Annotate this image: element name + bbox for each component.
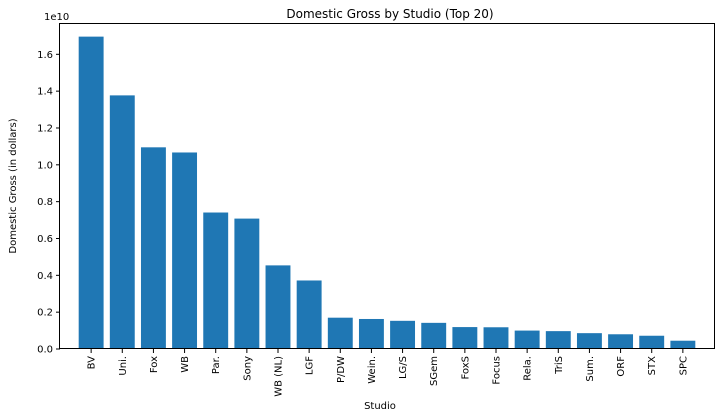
x-tick-label: Sony xyxy=(242,356,253,381)
x-tick-label: SPC xyxy=(678,356,689,375)
y-tick-label: 0.8 xyxy=(37,197,53,208)
x-axis-label: Studio xyxy=(364,401,396,412)
x-tick-label: STX xyxy=(647,356,658,375)
x-tick-label: SGem xyxy=(429,356,440,386)
x-tick-label: Uni. xyxy=(118,356,129,376)
x-tick-label: FoxS xyxy=(460,356,471,379)
x-tick-label: WB xyxy=(180,356,191,373)
bar-sony xyxy=(234,218,260,349)
y-axis-label: Domestic Gross (in dollars) xyxy=(8,118,19,253)
bar-sum xyxy=(576,333,602,349)
chart-title: Domestic Gross by Studio (Top 20) xyxy=(286,7,493,21)
x-axis: BV Uni. Fox WB Par. Sony WB (NL) LGF P/DW Wein. LG… xyxy=(87,349,689,397)
bar-stx xyxy=(639,335,665,349)
bar-par xyxy=(203,212,229,349)
y-axis: 0.0 0.2 0.4 0.6 0.8 1.0 1.2 1.4 1.6 xyxy=(37,50,60,356)
bar-uni xyxy=(109,95,135,349)
bar-orf xyxy=(608,334,634,349)
bar-wein xyxy=(358,318,384,349)
y-tick-label: 0.6 xyxy=(37,234,53,245)
bar-p-dw xyxy=(327,317,353,349)
x-tick-label: ORF xyxy=(616,356,627,377)
y-tick-label: 1.0 xyxy=(37,160,53,171)
bar-foxs xyxy=(452,327,478,349)
bar-sgem xyxy=(421,322,447,349)
x-tick-label: P/DW xyxy=(336,356,347,383)
bar-fox xyxy=(140,147,166,349)
bar-lgf xyxy=(296,280,322,349)
bar-lg-s xyxy=(390,320,416,349)
bar-wb xyxy=(172,152,198,349)
x-tick-label: Par. xyxy=(211,356,222,374)
bar-tris xyxy=(545,331,571,349)
bars-group xyxy=(78,36,696,349)
y-tick-label: 1.4 xyxy=(37,87,53,98)
plot-frame xyxy=(59,23,715,349)
bar-bv xyxy=(78,36,104,349)
bar-wb-nl xyxy=(265,265,291,349)
x-tick-label: Fox xyxy=(149,356,160,373)
bar-spc xyxy=(670,340,696,349)
y-tick-label: 0.4 xyxy=(37,271,53,282)
bar-focus xyxy=(483,327,509,349)
y-tick-label: 1.2 xyxy=(37,123,53,134)
y-tick-label: 1.6 xyxy=(37,50,53,61)
x-tick-label: LGF xyxy=(305,356,316,375)
x-tick-label: LG/S xyxy=(398,356,409,379)
y-tick-label: 0.2 xyxy=(37,308,53,319)
x-tick-label: Sum. xyxy=(585,356,596,382)
x-tick-label: WB (NL) xyxy=(274,356,285,397)
x-tick-label: BV xyxy=(87,356,98,370)
x-tick-label: TriS xyxy=(554,356,565,375)
x-tick-label: Wein. xyxy=(367,356,378,384)
y-offset-label: 1e10 xyxy=(44,12,69,23)
bar-rela xyxy=(514,330,540,349)
x-tick-label: Focus xyxy=(492,356,503,385)
y-tick-label: 0.0 xyxy=(37,345,53,356)
x-tick-label: Rela. xyxy=(523,356,534,381)
